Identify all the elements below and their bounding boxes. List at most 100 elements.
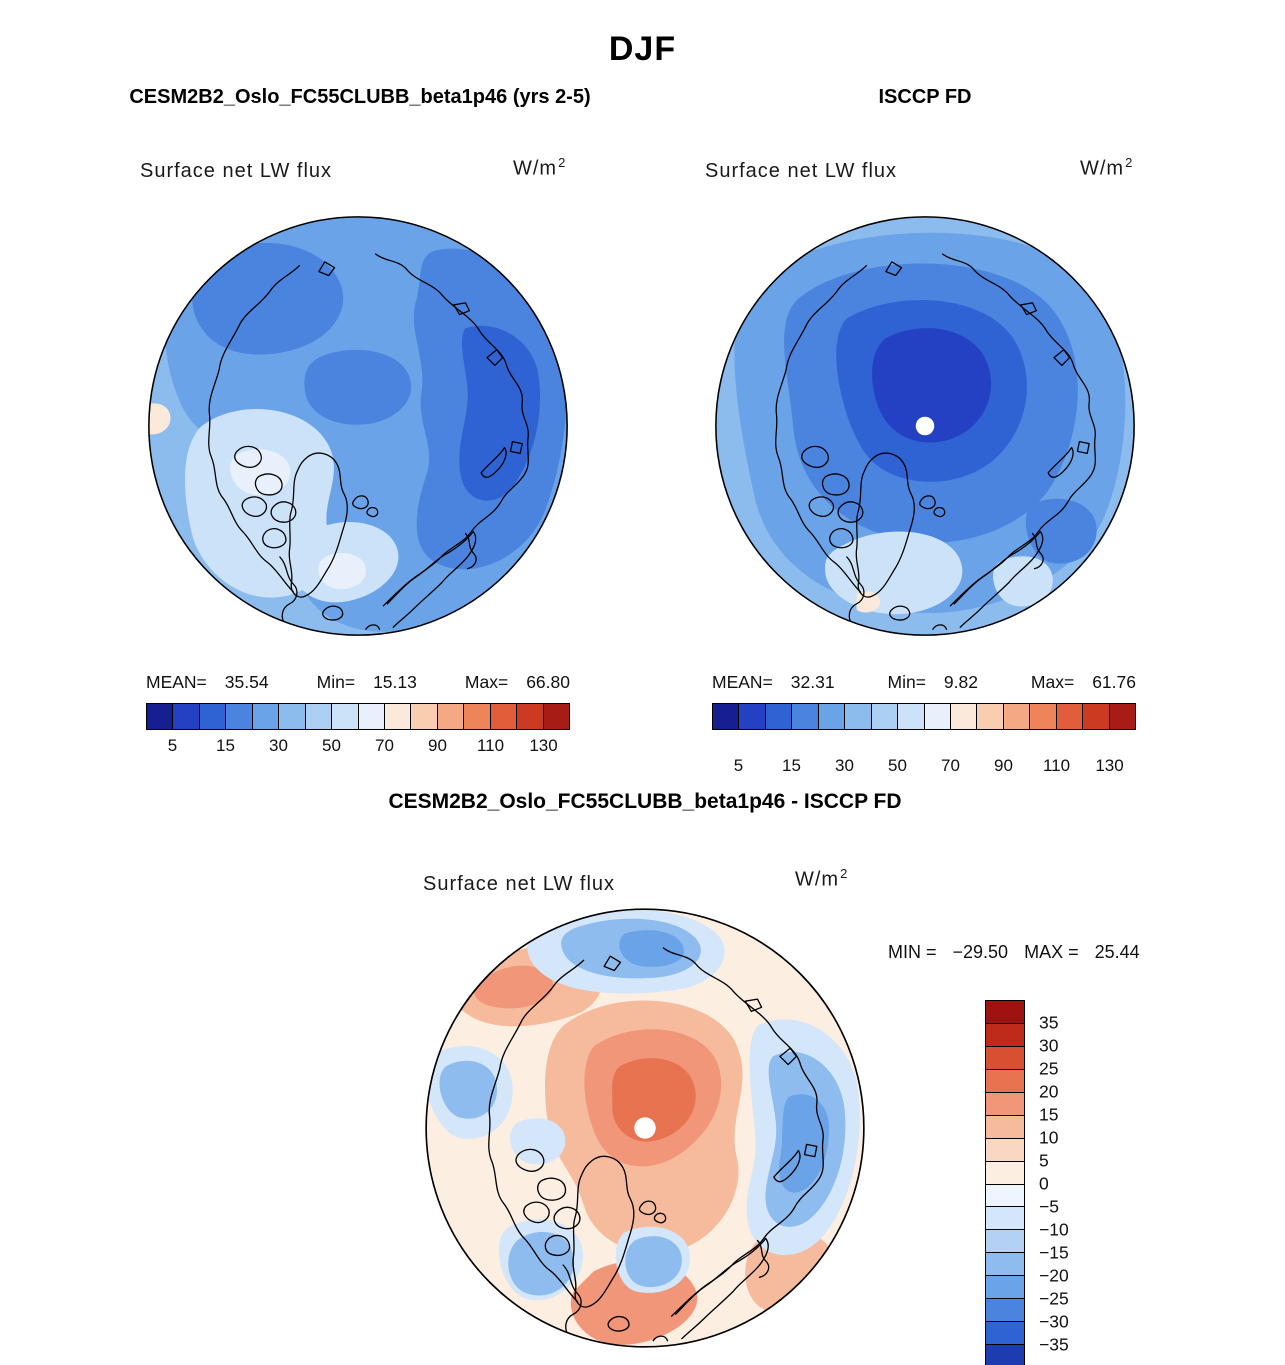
- colorbar-segment: [986, 1069, 1024, 1093]
- colorbar-segment: [986, 1184, 1024, 1208]
- field-label: Surface net LW flux: [140, 160, 333, 182]
- colorbar-segment: [332, 704, 359, 729]
- units-exponent: 2: [558, 155, 567, 170]
- min-label: Min=: [887, 672, 926, 692]
- field-label: Surface net LW flux: [705, 160, 898, 182]
- colorbar-segment: [358, 704, 385, 729]
- diff-panel-title: CESM2B2_Oslo_FC55CLUBB_beta1p46 - ISCCP …: [388, 790, 902, 813]
- colorbar-tick: 25: [1039, 1058, 1059, 1079]
- colorbar-segment: [986, 1138, 1024, 1162]
- colorbar-segment: [411, 704, 438, 729]
- colorbar-tick: −15: [1039, 1242, 1069, 1263]
- flux-colorbar-ticks: 5 15 30 50 70 90 110 130: [146, 736, 570, 756]
- flux-colorbar: [146, 703, 570, 730]
- colorbar-tick: −35: [1039, 1334, 1069, 1355]
- min-label: MIN =: [888, 942, 937, 962]
- obs-map: [715, 216, 1135, 636]
- colorbar-segment: [986, 1230, 1024, 1254]
- field-label: Surface net LW flux: [423, 873, 616, 895]
- min-value: 15.13: [373, 672, 417, 692]
- max-label: MAX =: [1024, 942, 1079, 962]
- colorbar-tick: 15: [216, 736, 235, 755]
- colorbar-segment: [173, 704, 200, 729]
- units-label: W/m2: [513, 155, 566, 181]
- colorbar-tick: 70: [941, 756, 960, 775]
- colorbar-segment: [1003, 704, 1031, 729]
- units-label: W/m2: [795, 866, 848, 892]
- colorbar-tick: 35: [1039, 1012, 1059, 1033]
- obs-map-fill: [715, 216, 1135, 636]
- min-value: −29.50: [952, 942, 1009, 962]
- colorbar-segment: [252, 704, 280, 729]
- colorbar-segment: [986, 1253, 1024, 1277]
- units-exponent: 2: [1125, 155, 1134, 170]
- mean-label: MEAN=: [712, 672, 773, 692]
- model-stats: MEAN= 35.54 Min= 15.13 Max= 66.80: [146, 672, 570, 693]
- colorbar-segment: [147, 704, 174, 729]
- units-exponent: 2: [840, 866, 849, 881]
- max-value: 25.44: [1094, 942, 1140, 962]
- colorbar-tick: −30: [1039, 1311, 1069, 1332]
- colorbar-segment: [845, 704, 872, 729]
- colorbar-tick: 0: [1039, 1173, 1049, 1194]
- colorbar-tick: 50: [888, 756, 907, 775]
- map-boundary: [148, 216, 568, 636]
- colorbar-segment: [1030, 704, 1057, 729]
- colorbar-segment: [986, 1001, 1024, 1024]
- colorbar-segment: [384, 704, 412, 729]
- colorbar-segment: [739, 704, 766, 729]
- colorbar-tick: −5: [1039, 1196, 1059, 1217]
- colorbar-tick: 30: [1039, 1035, 1059, 1056]
- colorbar-tick: 110: [476, 736, 505, 755]
- map-boundary: [715, 216, 1135, 636]
- colorbar-segment: [986, 1023, 1024, 1047]
- colorbar-segment: [986, 1092, 1024, 1116]
- colorbar-segment: [986, 1207, 1024, 1231]
- colorbar-tick: 30: [269, 736, 288, 755]
- colorbar-tick: 5: [167, 736, 178, 755]
- colorbar-segment: [1083, 704, 1110, 729]
- min-value: 9.82: [943, 672, 978, 692]
- diff-colorbar-wrap: 35 30 25 20 15 10 5 0 −5 −10 −15 −20 −25 −30 −35: [985, 1000, 1069, 1365]
- colorbar-tick: 20: [1039, 1081, 1059, 1102]
- max-label: Max=: [464, 672, 509, 692]
- colorbar-segment: [986, 1322, 1024, 1346]
- colorbar-segment: [977, 704, 1004, 729]
- colorbar-tick: 50: [322, 736, 341, 755]
- colorbar-segment: [871, 704, 899, 729]
- diff-map-fill: [426, 909, 864, 1347]
- flux-colorbar-ticks: 5 15 30 50 70 90 110 130: [712, 756, 1136, 776]
- colorbar-segment: [199, 704, 227, 729]
- pole-hole: [634, 1117, 656, 1139]
- colorbar-segment: [1056, 704, 1084, 729]
- colorbar-tick: 90: [994, 756, 1013, 775]
- colorbar-tick: 10: [1039, 1127, 1059, 1148]
- colorbar-tick: −25: [1039, 1288, 1069, 1309]
- colorbar-tick: 130: [529, 736, 558, 755]
- flux-colorbar: [712, 703, 1136, 730]
- colorbar-segment: [986, 1115, 1024, 1139]
- colorbar-tick: 15: [782, 756, 801, 775]
- pole-hole: [915, 416, 935, 436]
- mean-value: 32.31: [790, 672, 835, 692]
- colorbar-segment: [517, 704, 544, 729]
- units-label: W/m2: [1080, 155, 1133, 181]
- colorbar-tick: 5: [1039, 1150, 1049, 1171]
- colorbar-segment: [765, 704, 793, 729]
- colorbar-segment: [792, 704, 819, 729]
- colorbar-segment: [226, 704, 253, 729]
- mean-value: 35.54: [224, 672, 269, 692]
- colorbar-segment: [279, 704, 306, 729]
- model-map: [148, 216, 568, 636]
- colorbar-segment: [986, 1345, 1024, 1365]
- colorbar-tick: −20: [1039, 1265, 1069, 1286]
- colorbar-segment: [986, 1046, 1024, 1070]
- colorbar-segment: [305, 704, 333, 729]
- season-title: DJF: [608, 30, 677, 68]
- colorbar-segment: [986, 1276, 1024, 1300]
- colorbar-segment: [898, 704, 925, 729]
- colorbar-tick: 15: [1039, 1104, 1059, 1125]
- colorbar-segment: [1109, 704, 1135, 729]
- max-label: Max=: [1030, 672, 1075, 692]
